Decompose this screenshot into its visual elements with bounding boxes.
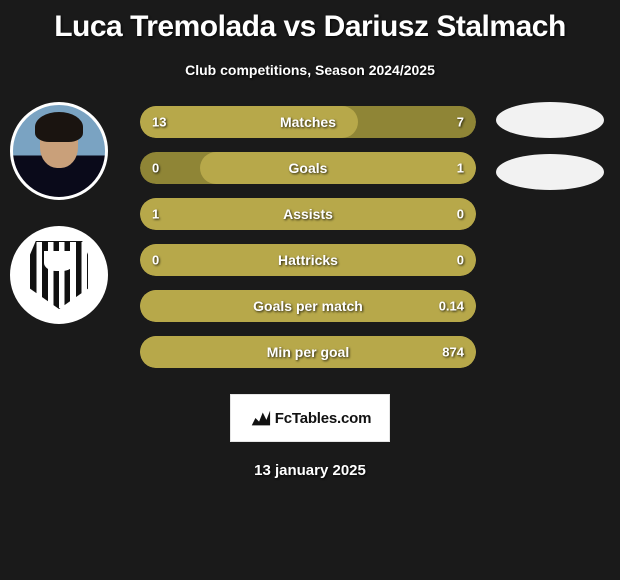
stat-right-value: 0 <box>457 207 464 222</box>
stat-name: Matches <box>280 114 336 130</box>
stat-name: Min per goal <box>267 344 349 360</box>
player1-avatar <box>10 102 108 200</box>
stat-bar: 13 Matches 7 <box>140 106 476 138</box>
stat-name: Goals <box>289 160 328 176</box>
stat-bar: Min per goal 874 <box>140 336 476 368</box>
snapshot-date: 13 january 2025 <box>0 462 620 479</box>
stat-right-value: 874 <box>442 345 464 360</box>
stat-left-value: 0 <box>152 161 159 176</box>
stat-bar-inner <box>200 152 476 184</box>
stat-right-value: 0.14 <box>439 299 464 314</box>
stat-name: Hattricks <box>278 252 338 268</box>
stat-left-value: 1 <box>152 207 159 222</box>
stat-bars: 13 Matches 7 0 Goals 1 1 Assists 0 0 Hattricks 0 Goa… <box>140 106 476 382</box>
stat-name: Assists <box>283 206 333 222</box>
right-ovals <box>496 102 604 206</box>
avatar-stack <box>10 102 108 324</box>
stat-bar: Goals per match 0.14 <box>140 290 476 322</box>
page-subtitle: Club competitions, Season 2024/2025 <box>0 62 620 78</box>
comparison-panel: 13 Matches 7 0 Goals 1 1 Assists 0 0 Hattricks 0 Goa… <box>0 106 620 376</box>
stat-bar: 0 Goals 1 <box>140 152 476 184</box>
page-title: Luca Tremolada vs Dariusz Stalmach <box>0 0 620 44</box>
source-logo: FcTables.com <box>230 394 390 442</box>
stat-right-value: 7 <box>457 115 464 130</box>
stat-bar: 0 Hattricks 0 <box>140 244 476 276</box>
stat-left-value: 13 <box>152 115 166 130</box>
player2-club-badge <box>10 226 108 324</box>
stat-name: Goals per match <box>253 298 363 314</box>
fctables-icon <box>249 407 271 429</box>
stat-right-value: 1 <box>457 161 464 176</box>
stat-left-value: 0 <box>152 253 159 268</box>
oval-1 <box>496 102 604 138</box>
stat-right-value: 0 <box>457 253 464 268</box>
source-logo-text: FcTables.com <box>275 410 372 427</box>
stat-bar: 1 Assists 0 <box>140 198 476 230</box>
oval-2 <box>496 154 604 190</box>
